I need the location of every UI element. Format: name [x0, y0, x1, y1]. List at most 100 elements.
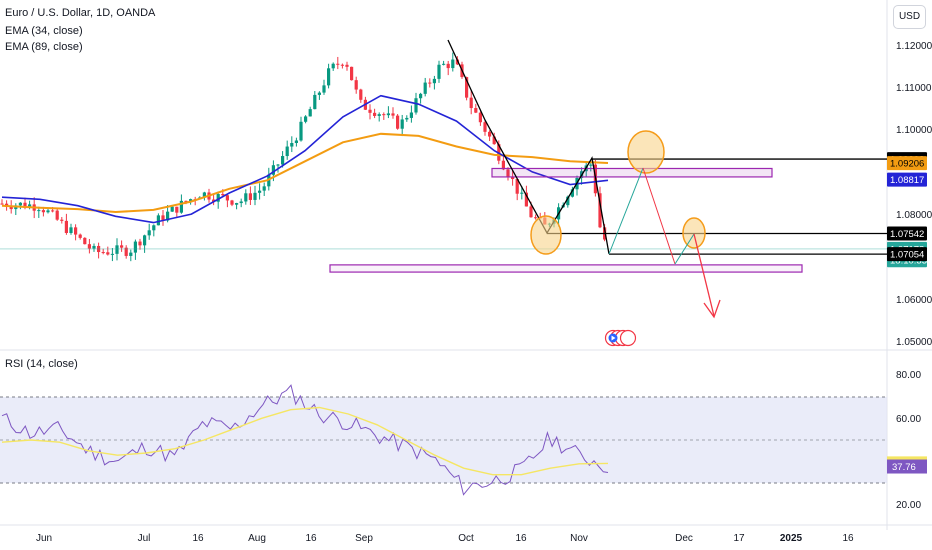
price-tick: 1.06000 — [896, 295, 932, 306]
candle-body — [161, 215, 165, 221]
candle-body — [212, 199, 216, 202]
candle-body — [18, 202, 22, 206]
candle-body — [133, 241, 137, 253]
price-label-box — [887, 172, 927, 187]
candle-body — [382, 114, 386, 116]
candle-body — [327, 68, 331, 86]
candle-body — [598, 193, 602, 228]
price-tick: 1.05000 — [896, 337, 932, 348]
candle-body — [230, 200, 234, 205]
candle-body — [101, 252, 105, 254]
rsi-tick: 20.00 — [896, 500, 921, 511]
rsi-legend: RSI (14, close) — [5, 358, 78, 370]
candle-body — [152, 225, 156, 231]
candle-body — [74, 227, 78, 235]
rsi-series: 39.2137.76 — [1, 384, 927, 496]
candle-body — [235, 203, 239, 205]
resistance-zone[interactable] — [491, 167, 773, 178]
replay-logo-icon[interactable] — [604, 329, 638, 347]
price-label: 18:10:33 — [890, 256, 927, 267]
candle-body — [386, 113, 390, 116]
candle-body — [9, 206, 13, 210]
price-label-box — [887, 247, 927, 262]
candle-body — [92, 245, 96, 249]
candle-body — [589, 164, 593, 166]
time-tick: Jun — [36, 533, 52, 544]
candle-body — [221, 194, 225, 196]
candle-body — [83, 237, 87, 245]
candle-body — [87, 244, 91, 249]
candle-body — [524, 192, 528, 207]
forecast-path[interactable] — [674, 233, 695, 265]
candle-body — [225, 195, 229, 201]
time-axis-ticks: Jun Jul 16 Aug 16 Sep Oct 16 Nov Dec 17 … — [36, 533, 854, 544]
candle-body — [474, 108, 478, 113]
candle-body — [69, 227, 73, 233]
candle-body — [147, 230, 151, 236]
candle-body — [345, 64, 349, 67]
candle-body — [340, 64, 344, 66]
candle-body — [115, 245, 119, 254]
price-label-box — [887, 226, 927, 241]
candle-body — [317, 92, 321, 95]
candle-body — [41, 210, 45, 213]
candle-body — [432, 78, 436, 84]
support-zone[interactable] — [329, 264, 803, 273]
time-tick: Dec — [675, 533, 693, 544]
drawing-annotations[interactable] — [329, 39, 887, 319]
candle-body — [239, 201, 243, 204]
candle-body — [350, 66, 354, 81]
candle-body — [368, 109, 372, 113]
candle-body — [391, 113, 395, 116]
forecast-path[interactable] — [642, 167, 676, 265]
candle-body — [37, 210, 41, 212]
candle-body — [23, 202, 27, 208]
rsi-value-box — [887, 459, 927, 474]
candle-body — [451, 59, 455, 69]
ema89-legend: EMA (89, close) — [5, 41, 83, 53]
candle-body — [419, 93, 423, 99]
candle-body — [501, 160, 505, 170]
highlight-circle[interactable] — [530, 215, 562, 255]
forecast-path[interactable] — [608, 167, 644, 255]
candle-body — [423, 82, 427, 94]
highlight-circle[interactable] — [682, 217, 706, 249]
candle-body — [465, 77, 469, 98]
time-tick: Aug — [248, 533, 266, 544]
rsi-ma-line — [1, 406, 609, 476]
candle-body — [322, 85, 326, 93]
arrow-head-icon — [703, 299, 721, 319]
rsi-axis-ticks: 80.00 60.00 20.00 — [896, 370, 921, 511]
candle-body — [106, 252, 110, 255]
candle-body — [428, 82, 432, 84]
time-tick: Sep — [355, 533, 373, 544]
candle-body — [248, 193, 252, 200]
candle-body — [409, 112, 413, 118]
candle-body — [120, 245, 124, 248]
symbol-title: Euro / U.S. Dollar, 1D, OANDA — [5, 7, 156, 19]
price-pane[interactable] — [0, 0, 887, 350]
time-tick: 16 — [842, 533, 854, 544]
price-label: 1.09206 — [890, 159, 924, 170]
candle-body — [492, 136, 496, 145]
candle-body — [520, 192, 524, 194]
candle-body — [271, 165, 275, 175]
candle-body — [156, 215, 160, 226]
candle-body — [308, 109, 312, 117]
ema89-line — [1, 132, 609, 214]
candle-body — [455, 59, 459, 65]
currency-button[interactable]: USD — [893, 5, 926, 29]
price-label: 1.07054 — [890, 250, 924, 261]
highlight-circle[interactable] — [627, 130, 665, 174]
candle-body — [28, 204, 32, 208]
candle-body — [189, 199, 193, 202]
candle-body — [290, 143, 294, 147]
candle-body — [359, 89, 363, 100]
forecast-arrow[interactable] — [693, 233, 715, 317]
candle-body — [478, 112, 482, 123]
candle-body — [244, 193, 248, 202]
candle-body — [175, 206, 179, 213]
time-tick: 16 — [305, 533, 317, 544]
candle-body — [354, 80, 358, 90]
